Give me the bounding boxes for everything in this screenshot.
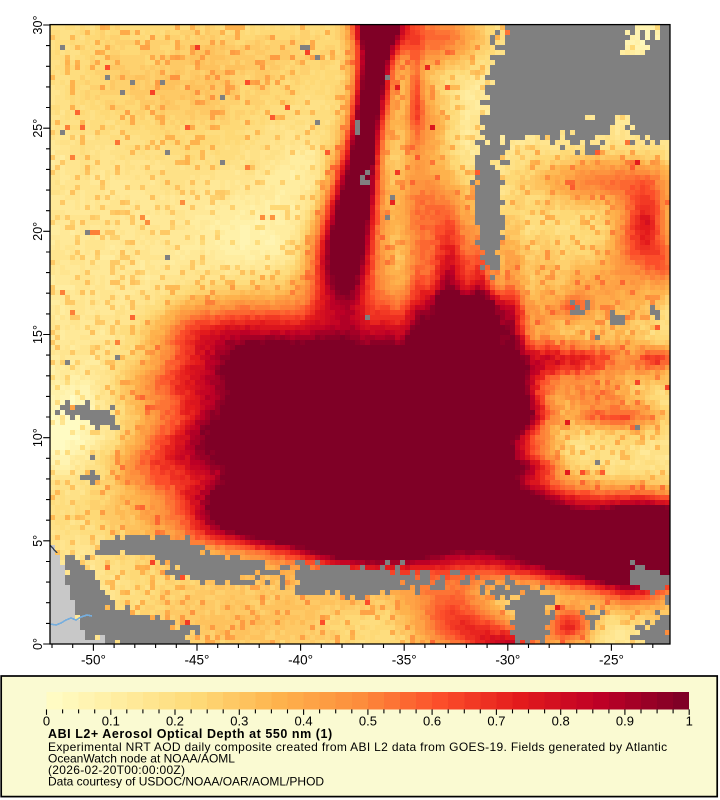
svg-text:0.8: 0.8 bbox=[552, 714, 570, 729]
svg-text:-50°: -50° bbox=[81, 653, 106, 668]
svg-text:0.1: 0.1 bbox=[102, 714, 120, 729]
svg-text:-25°: -25° bbox=[599, 653, 624, 668]
svg-text:1: 1 bbox=[686, 714, 693, 729]
svg-text:0.6: 0.6 bbox=[423, 714, 441, 729]
svg-text:0.2: 0.2 bbox=[166, 714, 184, 729]
svg-text:0.9: 0.9 bbox=[616, 714, 634, 729]
svg-text:-45°: -45° bbox=[185, 653, 210, 668]
svg-text:15°: 15° bbox=[31, 325, 45, 344]
svg-text:10°: 10° bbox=[31, 428, 45, 447]
svg-text:Experimental NRT AOD daily com: Experimental NRT AOD daily composite cre… bbox=[48, 740, 667, 754]
svg-text:20°: 20° bbox=[31, 222, 45, 241]
svg-text:OceanWatch node at NOAA/AOML: OceanWatch node at NOAA/AOML bbox=[48, 751, 235, 765]
svg-text:0.7: 0.7 bbox=[487, 714, 505, 729]
svg-text:30°: 30° bbox=[31, 16, 45, 35]
svg-text:Data courtesy of USDOC/NOAA/OA: Data courtesy of USDOC/NOAA/OAR/AOML/PHO… bbox=[48, 775, 324, 789]
svg-text:0.5: 0.5 bbox=[359, 714, 377, 729]
svg-text:-30°: -30° bbox=[495, 653, 520, 668]
svg-text:0: 0 bbox=[43, 714, 50, 729]
svg-text:(2026-02-20T00:00:00Z): (2026-02-20T00:00:00Z) bbox=[48, 763, 185, 777]
svg-text:-40°: -40° bbox=[288, 653, 313, 668]
svg-text:0.4: 0.4 bbox=[295, 714, 313, 729]
svg-text:ABI L2+ Aerosol Optical Depth: ABI L2+ Aerosol Optical Depth at 550 nm … bbox=[48, 727, 333, 741]
svg-text:0°: 0° bbox=[31, 638, 45, 650]
svg-text:25°: 25° bbox=[31, 119, 45, 138]
svg-text:0.3: 0.3 bbox=[230, 714, 248, 729]
svg-text:-35°: -35° bbox=[392, 653, 417, 668]
svg-text:5°: 5° bbox=[31, 535, 45, 547]
